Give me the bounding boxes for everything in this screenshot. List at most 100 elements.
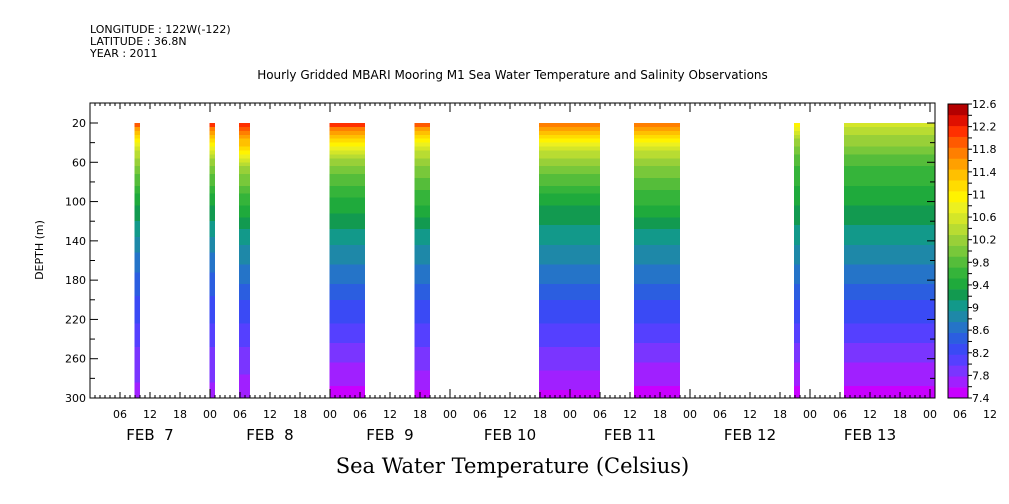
colorbar-cell (948, 191, 968, 203)
colorbar-cell (948, 300, 968, 312)
colorbar-cell (948, 278, 968, 290)
x-tick-label: 00 (563, 408, 577, 421)
colorbar-label: 9.8 (972, 256, 990, 269)
colorbar-cell (948, 365, 968, 377)
latitude-text: LATITUDE : 36.8N (90, 35, 187, 48)
y-tick-label: 20 (72, 117, 86, 130)
y-tick-label: 60 (72, 156, 86, 169)
x-tick-label: 00 (803, 408, 817, 421)
colorbar-cell (948, 289, 968, 301)
y-tick-label: 180 (65, 274, 86, 287)
colorbar-cell (948, 104, 968, 116)
colorbar: 12.6 12.2 11.8 11.4 11 10.6 10.2 9.8 9.4 9 8.6 8.2 7… (947, 98, 997, 405)
x-tick-label: 12 (383, 408, 397, 421)
plot-frame (89, 102, 936, 399)
data-segment (539, 123, 600, 398)
x-tick-label: 06 (593, 408, 607, 421)
x-tick-label: 06 (953, 408, 967, 421)
colorbar-cell (948, 267, 968, 279)
year-text: YEAR : 2011 (90, 47, 158, 60)
x-day-label: FEB 11 (604, 426, 656, 444)
colorbar-label: 11 (972, 188, 986, 201)
x-tick-label: 18 (773, 408, 787, 421)
x-tick-label: 06 (713, 408, 727, 421)
x-tick-label: 18 (173, 408, 187, 421)
data-segment (134, 123, 140, 398)
colorbar-cell (948, 245, 968, 257)
colorbar-cell (948, 223, 968, 235)
y-tick-label: 300 (65, 392, 86, 405)
x-tick-label: 18 (653, 408, 667, 421)
data-segment (239, 123, 250, 398)
y-tick-label: 220 (65, 313, 86, 326)
x-tick-label: 00 (203, 408, 217, 421)
x-tick-label: 12 (743, 408, 757, 421)
colorbar-cell (948, 136, 968, 148)
x-tick-label: 12 (263, 408, 277, 421)
x-tick-label: 06 (233, 408, 247, 421)
colorbar-label: 12.6 (972, 98, 997, 111)
x-tick-label: 06 (833, 408, 847, 421)
colorbar-cell (948, 212, 968, 225)
x-tick-label: 06 (473, 408, 487, 421)
longitude-text: LONGITUDE : 122W(-122) (90, 23, 231, 36)
colorbar-cell (948, 114, 968, 127)
x-tick-label: 12 (863, 408, 877, 421)
x-tick-label: 18 (893, 408, 907, 421)
x-tick-label: 18 (413, 408, 427, 421)
data-segment (634, 123, 680, 398)
colorbar-label: 12.2 (972, 121, 997, 134)
colorbar-cell (948, 332, 968, 344)
colorbar-cell (948, 256, 968, 268)
colorbar-cell (948, 169, 968, 181)
colorbar-cell (948, 310, 968, 323)
x-day-label: FEB 7 (126, 426, 173, 444)
x-tick-label: 12 (623, 408, 637, 421)
x-tick-label: 12 (983, 408, 997, 421)
x-tick-label: 12 (143, 408, 157, 421)
colorbar-label: 11.8 (972, 143, 997, 156)
colorbar-cell (948, 180, 968, 192)
y-tick-label: 140 (65, 235, 86, 248)
x-day-label: FEB 12 (724, 426, 776, 444)
colorbar-label: 10.2 (972, 234, 997, 247)
x-tick-label: 00 (443, 408, 457, 421)
colorbar-cell (948, 125, 968, 137)
x-tick-label: 00 (683, 408, 697, 421)
colorbar-label: 10.6 (972, 211, 997, 224)
x-day-label: FEB 8 (246, 426, 293, 444)
y-tick-label: 260 (65, 353, 86, 366)
metadata-block: LONGITUDE : 122W(-122) LATITUDE : 36.8N … (90, 24, 231, 60)
axes-group: 06 12 18 00 06 12 18 00 06 12 18 00 06 12 18 00 06 12 18 00… (65, 102, 997, 444)
data-segment (794, 123, 800, 398)
x-day-label: FEB 9 (366, 426, 413, 444)
x-axis-label: Sea Water Temperature (Celsius) (335, 454, 690, 478)
colorbar-label: 9 (972, 302, 979, 315)
colorbar-cell (948, 343, 968, 355)
colorbar-cell (948, 321, 968, 333)
colorbar-label: 8.2 (972, 347, 990, 360)
colorbar-cell (948, 354, 968, 366)
plot-area (134, 123, 935, 398)
colorbar-label: 8.6 (972, 324, 990, 337)
x-day-label: FEB 13 (844, 426, 896, 444)
chart-title: Hourly Gridded MBARI Mooring M1 Sea Wate… (257, 68, 768, 82)
data-segment (329, 123, 365, 398)
colorbar-label: 7.4 (972, 392, 990, 405)
colorbar-cell (948, 376, 968, 388)
x-tick-label: 18 (533, 408, 547, 421)
colorbar-label: 11.4 (972, 166, 997, 179)
x-tick-label: 06 (353, 408, 367, 421)
colorbar-cell (948, 234, 968, 246)
colorbar-cell (948, 158, 968, 170)
y-axis-label: DEPTH (m) (33, 220, 46, 280)
data-segment (414, 123, 430, 398)
x-tick-label: 12 (503, 408, 517, 421)
x-tick-label: 18 (293, 408, 307, 421)
colorbar-cell (948, 387, 968, 399)
x-tick-label: 06 (113, 408, 127, 421)
colorbar-cell (948, 202, 968, 214)
data-segment (209, 123, 215, 398)
x-tick-label: 00 (323, 408, 337, 421)
